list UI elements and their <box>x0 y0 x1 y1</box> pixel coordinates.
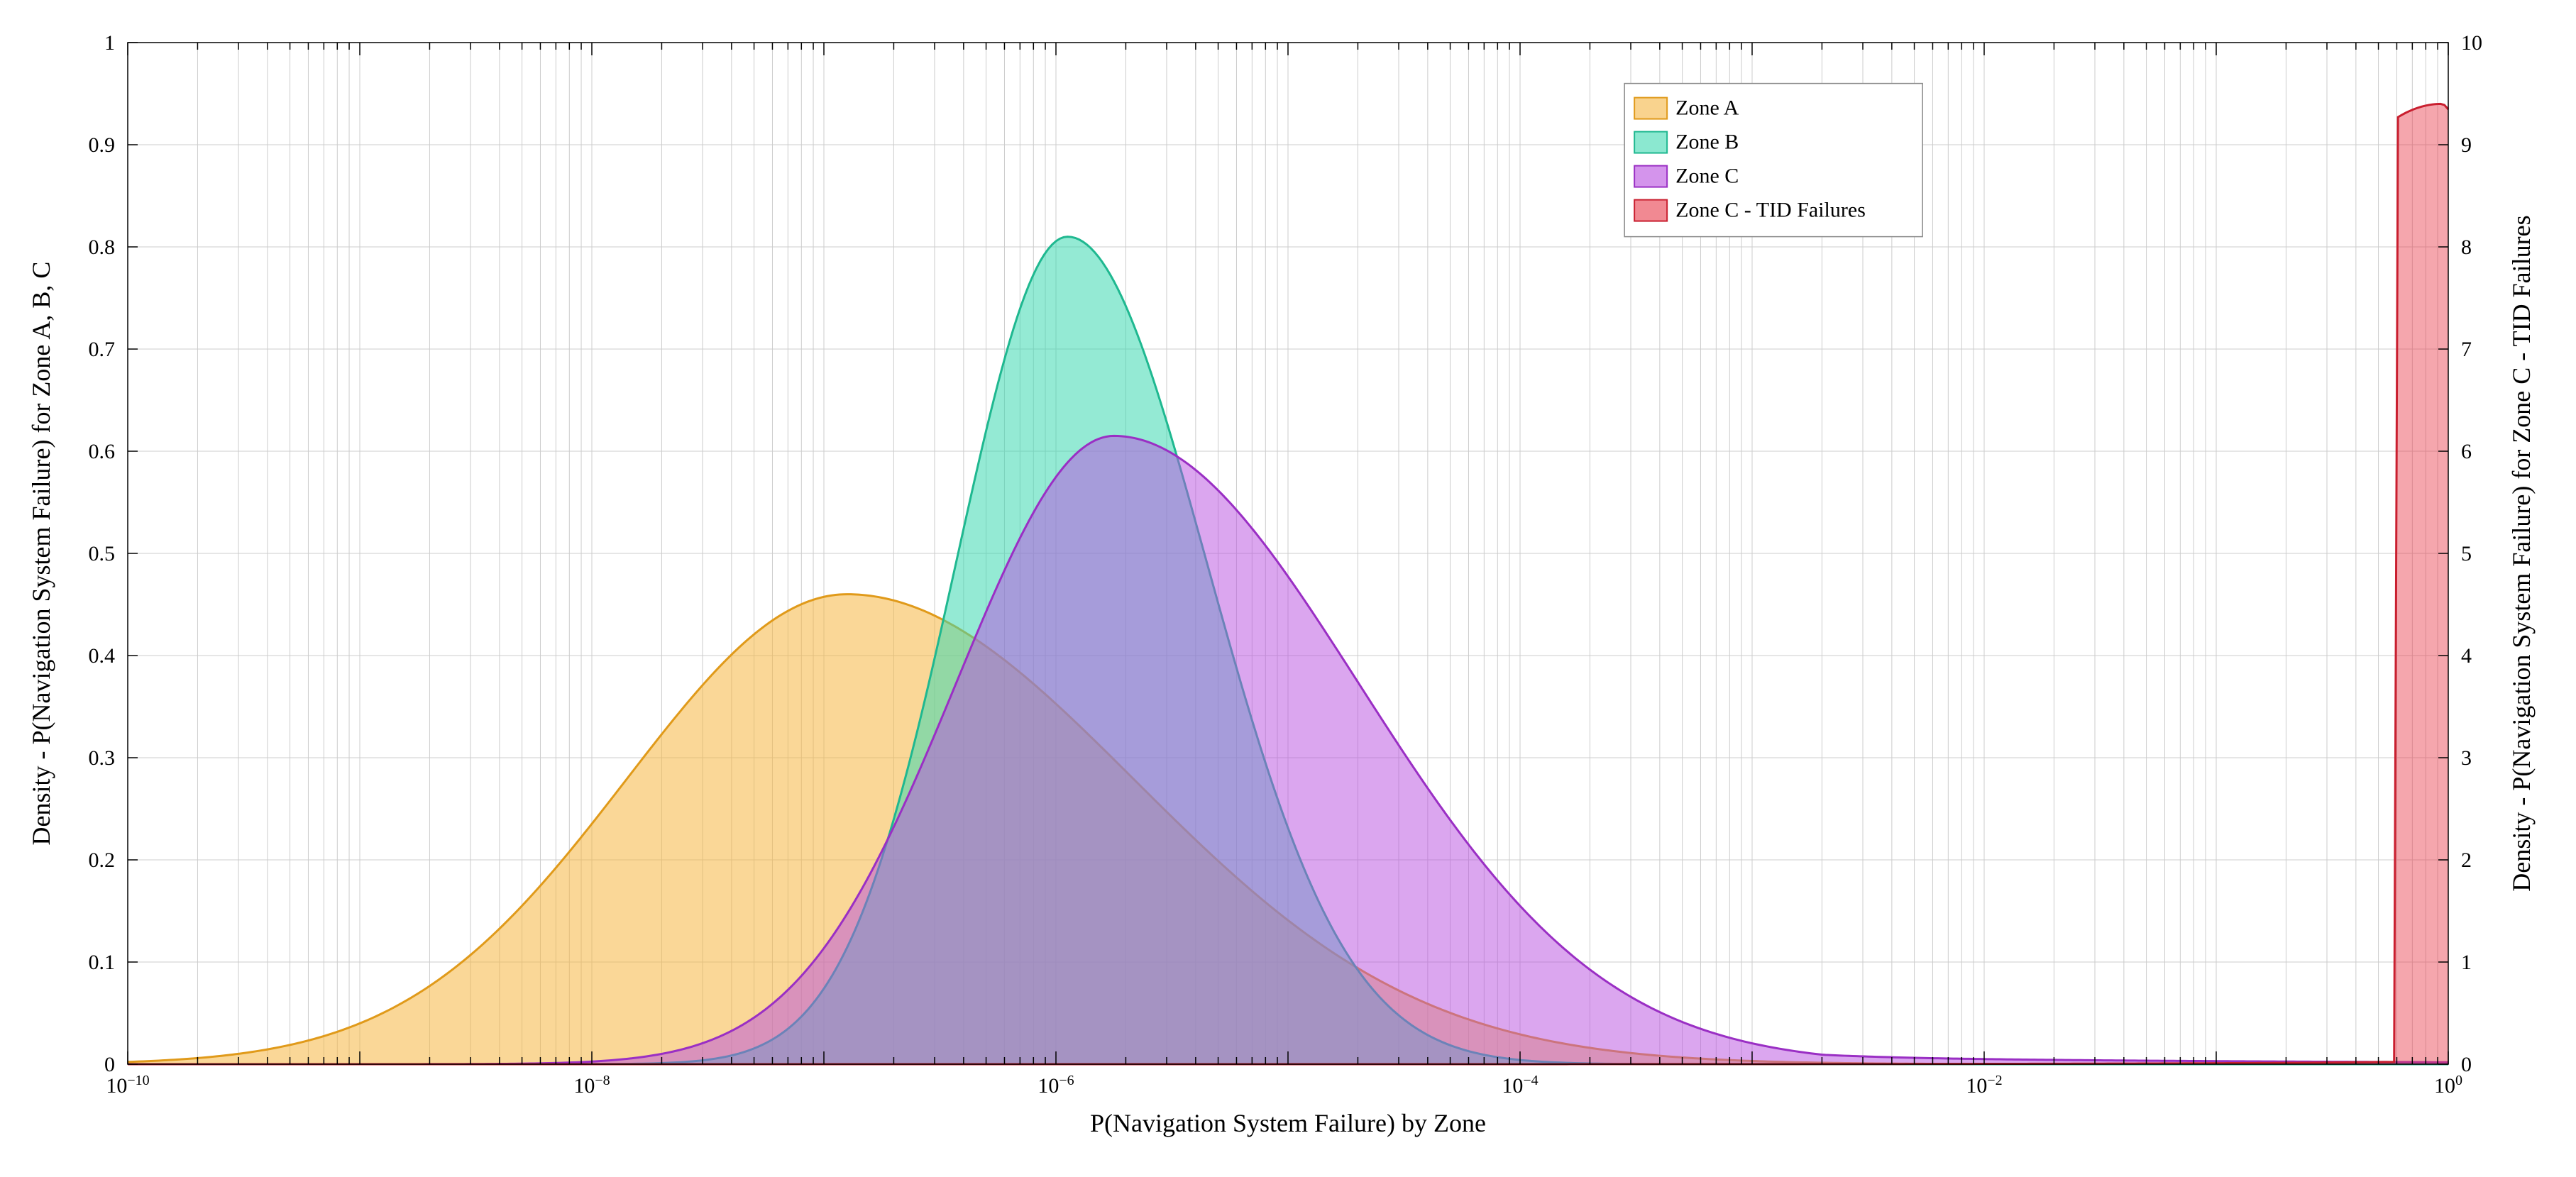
legend-item-label: Zone C - TID Failures <box>1675 199 1866 222</box>
y-left-tick-label: 0.9 <box>89 133 116 157</box>
y-left-tick-label: 0.5 <box>89 542 116 565</box>
y-right-tick-label: 8 <box>2461 236 2472 259</box>
y-left-tick-label: 1 <box>104 31 115 55</box>
y-left-tick-label: 0.6 <box>89 440 116 463</box>
y-left-tick-label: 0.4 <box>89 644 116 668</box>
density-chart: 10−1010−810−610−410−2100P(Navigation Sys… <box>0 0 2576 1177</box>
y-right-tick-label: 5 <box>2461 542 2472 565</box>
y-right-tick-label: 3 <box>2461 746 2472 770</box>
chart-svg: 10−1010−810−610−410−2100P(Navigation Sys… <box>0 0 2576 1177</box>
y-right-tick-label: 9 <box>2461 133 2472 157</box>
y-right-tick-label: 6 <box>2461 440 2472 463</box>
legend-swatch <box>1634 200 1667 221</box>
legend-item-label: Zone B <box>1675 131 1739 154</box>
y-left-tick-label: 0.1 <box>89 951 116 974</box>
y-left-tick-label: 0.3 <box>89 746 116 770</box>
legend-item-label: Zone C <box>1675 165 1739 188</box>
y-axis-left-label: Density - P(Navigation System Failure) f… <box>27 262 55 846</box>
y-left-tick-label: 0.8 <box>89 236 116 259</box>
legend: Zone A Zone B Zone C Zone C - TID Failures <box>1624 84 1922 237</box>
y-right-tick-label: 2 <box>2461 849 2472 872</box>
y-left-tick-label: 0 <box>104 1053 115 1076</box>
y-left-tick-label: 0.7 <box>89 338 116 361</box>
legend-swatch <box>1634 98 1667 119</box>
legend-item-label: Zone A <box>1675 96 1739 120</box>
y-right-tick-label: 7 <box>2461 338 2472 361</box>
x-axis-label: P(Navigation System Failure) by Zone <box>1090 1109 1486 1137</box>
y-right-tick-label: 10 <box>2461 31 2482 55</box>
y-right-tick-label: 1 <box>2461 951 2472 974</box>
y-axis-right-label: Density - P(Navigation System Failure) f… <box>2507 215 2536 891</box>
y-right-tick-label: 0 <box>2461 1053 2472 1076</box>
legend-swatch <box>1634 166 1667 187</box>
y-right-tick-label: 4 <box>2461 644 2472 668</box>
y-left-tick-label: 0.2 <box>89 849 116 872</box>
legend-swatch <box>1634 132 1667 153</box>
